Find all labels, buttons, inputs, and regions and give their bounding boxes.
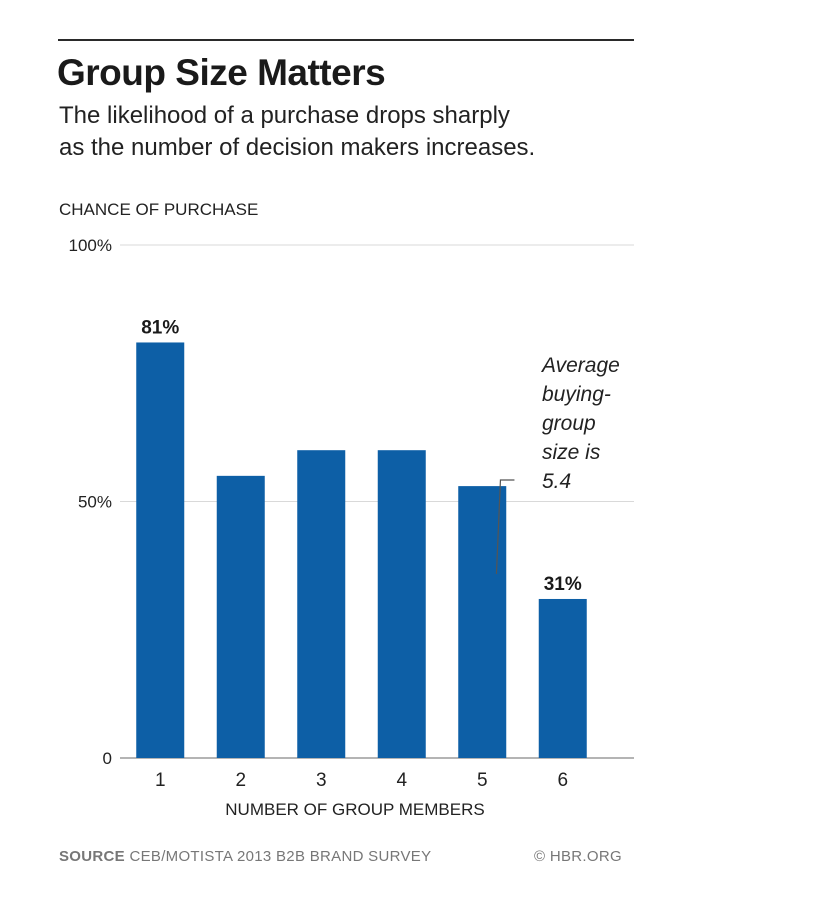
top-rule bbox=[58, 39, 634, 41]
y-tick-labels: 0 50% 100% bbox=[69, 236, 112, 768]
subtitle-line-1: The likelihood of a purchase drops sharp… bbox=[59, 102, 510, 129]
source-note: SOURCE CEB/MOTISTA 2013 B2B BRAND SURVEY bbox=[59, 848, 431, 865]
subtitle-line-2: as the number of decision makers increas… bbox=[59, 134, 536, 161]
credit: © HBR.ORG bbox=[534, 848, 622, 865]
annotation-line: size is bbox=[542, 441, 601, 464]
bar-3 bbox=[297, 450, 346, 758]
x-tick-labels: 1 2 3 4 5 6 bbox=[155, 770, 568, 791]
source-text: CEB/MOTISTA 2013 B2B BRAND SURVEY bbox=[129, 848, 432, 865]
data-labels: 81% 31% bbox=[141, 317, 582, 594]
data-label-1: 81% bbox=[141, 317, 179, 338]
x-tick-label: 1 bbox=[155, 770, 166, 791]
annotation-line: 5.4 bbox=[542, 470, 571, 493]
x-axis-label: NUMBER OF GROUP MEMBERS bbox=[225, 800, 484, 819]
x-tick-label: 2 bbox=[235, 770, 246, 791]
bar-6 bbox=[538, 598, 587, 758]
data-label-6: 31% bbox=[544, 574, 582, 595]
bar-1 bbox=[136, 342, 185, 758]
x-tick-label: 6 bbox=[557, 770, 568, 791]
x-tick-label: 3 bbox=[316, 770, 327, 791]
y-tick-label: 100% bbox=[69, 236, 112, 255]
y-tick-label: 0 bbox=[103, 749, 112, 768]
bar-4 bbox=[377, 450, 426, 758]
annotation-line: Average bbox=[540, 354, 620, 377]
annotation: Average buying-group size is 5.4 bbox=[495, 354, 620, 575]
y-axis-label: CHANCE OF PURCHASE bbox=[59, 200, 259, 219]
annotation-leader-line bbox=[495, 479, 515, 575]
chart-title: Group Size Matters bbox=[57, 52, 386, 93]
y-tick-label: 50% bbox=[78, 493, 112, 512]
annotation-line: buying- bbox=[542, 383, 611, 406]
bar-2 bbox=[216, 475, 265, 758]
chart-subtitle: The likelihood of a purchase drops sharp… bbox=[59, 100, 659, 164]
x-tick-label: 4 bbox=[396, 770, 407, 791]
bars bbox=[136, 342, 587, 758]
x-tick-label: 5 bbox=[477, 770, 488, 791]
source-label: SOURCE bbox=[59, 848, 125, 865]
annotation-line: group bbox=[542, 412, 596, 435]
